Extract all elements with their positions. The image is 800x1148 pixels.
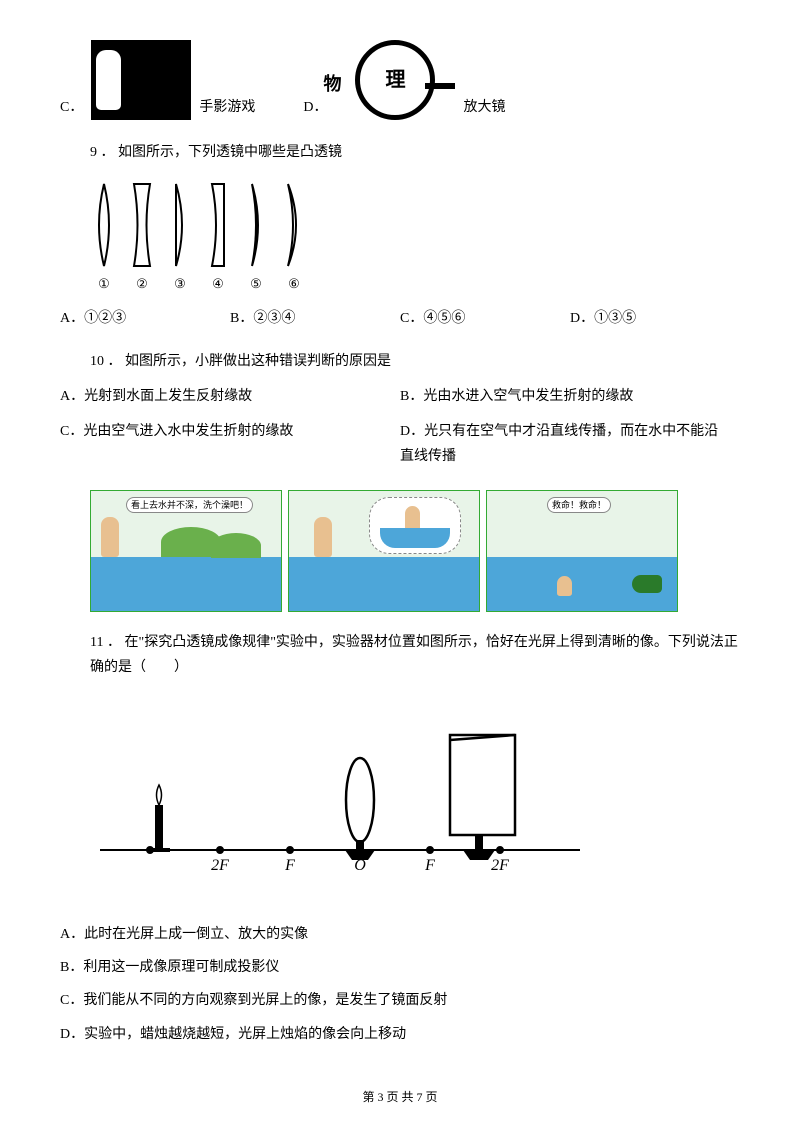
lens-2-icon	[128, 180, 156, 270]
magnifier-outside-text: 物	[323, 68, 341, 100]
cartoon-panel-2	[288, 490, 480, 612]
lens-6-icon	[280, 180, 308, 270]
q11-option-d: D．实验中，蜡烛越烧越短，光屏上烛焰的像会向上移动	[60, 1022, 740, 1047]
lens-label-6: ⑥	[288, 272, 300, 295]
lens-1-icon	[90, 180, 118, 270]
question-10: 10 ． 如图所示，小胖做出这种错误判断的原因是	[90, 349, 740, 374]
q9-options: A．①②③ B．②③④ C．④⑤⑥ D．①③⑤	[60, 306, 740, 331]
lens-3-icon	[166, 180, 194, 270]
cartoon-panel-3: 救命！救命！	[486, 490, 678, 612]
q11-num: 11 ．	[90, 635, 121, 650]
lens-label-2: ②	[136, 272, 148, 295]
lenses-diagram: ① ② ③ ④ ⑤ ⑥	[90, 180, 740, 295]
lens-5-icon	[242, 180, 270, 270]
person-icon	[557, 576, 572, 596]
q11-text: 在"探究凸透镜成像规律"实验中，实验器材位置如图所示，恰好在光屏上得到清晰的像。…	[90, 635, 738, 675]
magnifier-lens: 理	[355, 40, 435, 120]
person-icon	[314, 517, 332, 557]
shadow-puppet-image	[91, 40, 191, 120]
q10-option-b: B．光由水进入空气中发生折射的缘故	[400, 384, 740, 409]
page-footer: 第 3 页 共 7 页	[60, 1087, 740, 1109]
magnifier-handle	[425, 83, 455, 89]
q11-option-c: C．我们能从不同的方向观察到光屏上的像，是发生了镜面反射	[60, 988, 740, 1013]
question-9: 9 ． 如图所示，下列透镜中哪些是凸透镜	[90, 140, 740, 165]
q9-option-c: C．④⑤⑥	[400, 306, 570, 331]
q11-option-a: A．此时在光屏上成一倒立、放大的实像	[60, 922, 740, 947]
person-icon	[101, 517, 119, 557]
q10-num: 10 ．	[90, 354, 122, 369]
bench-label-2f: 2F	[211, 857, 229, 874]
q10-text: 如图所示，小胖做出这种错误判断的原因是	[125, 354, 391, 369]
fish-icon	[632, 575, 662, 593]
q9-option-b: B．②③④	[230, 306, 400, 331]
magnifier-image: 物 理	[335, 40, 455, 120]
option-c-label: C．	[60, 95, 83, 120]
cartoon-panel-1: 看上去水并不深，洗个澡吧！	[90, 490, 282, 612]
options-c-d-row: C． 手影游戏 D． 物 理 放大镜	[60, 40, 740, 120]
q11-option-b: B．利用这一成像原理可制成投影仪	[60, 955, 740, 980]
question-11: 11 ． 在"探究凸透镜成像规律"实验中，实验器材位置如图所示，恰好在光屏上得到…	[90, 630, 740, 680]
q9-num: 9 ．	[90, 145, 115, 160]
lens-4-icon	[204, 180, 232, 270]
speech-bubble-3: 救命！救命！	[547, 497, 611, 514]
option-c-text: 手影游戏	[199, 95, 255, 120]
water-icon	[380, 528, 450, 548]
magnifier-inside-text: 理	[385, 62, 405, 98]
optical-bench-diagram: 2F F O F 2F	[90, 710, 590, 890]
bench-label-f: F	[284, 857, 295, 874]
lens-label-3: ③	[174, 272, 186, 295]
lens-label-1: ①	[98, 272, 110, 295]
q10-options: A．光射到水面上发生反射缘故 B．光由水进入空气中发生折射的缘故 C．光由空气进…	[60, 384, 740, 480]
thought-bubble	[369, 497, 461, 554]
person-icon	[405, 506, 420, 531]
lens-label-5: ⑤	[250, 272, 262, 295]
bench-label-o: O	[354, 857, 366, 874]
q10-option-d: D．光只有在空气中才沿直线传播，而在水中不能沿直线传播	[400, 419, 740, 469]
speech-bubble-1: 看上去水并不深，洗个澡吧！	[126, 497, 253, 514]
option-d-text: 放大镜	[463, 95, 505, 120]
bench-label-f2: F	[424, 857, 435, 874]
q10-option-a: A．光射到水面上发生反射缘故	[60, 384, 400, 409]
cartoon-panels: 看上去水并不深，洗个澡吧！ 救命！救命！	[90, 490, 740, 612]
bench-label-2f2: 2F	[491, 857, 509, 874]
hill-icon	[211, 533, 261, 558]
q9-option-a: A．①②③	[60, 306, 230, 331]
lens-label-4: ④	[212, 272, 224, 295]
q10-option-c: C．光由空气进入水中发生折射的缘故	[60, 419, 400, 469]
q9-option-d: D．①③⑤	[570, 306, 740, 331]
q9-text: 如图所示，下列透镜中哪些是凸透镜	[118, 145, 342, 160]
